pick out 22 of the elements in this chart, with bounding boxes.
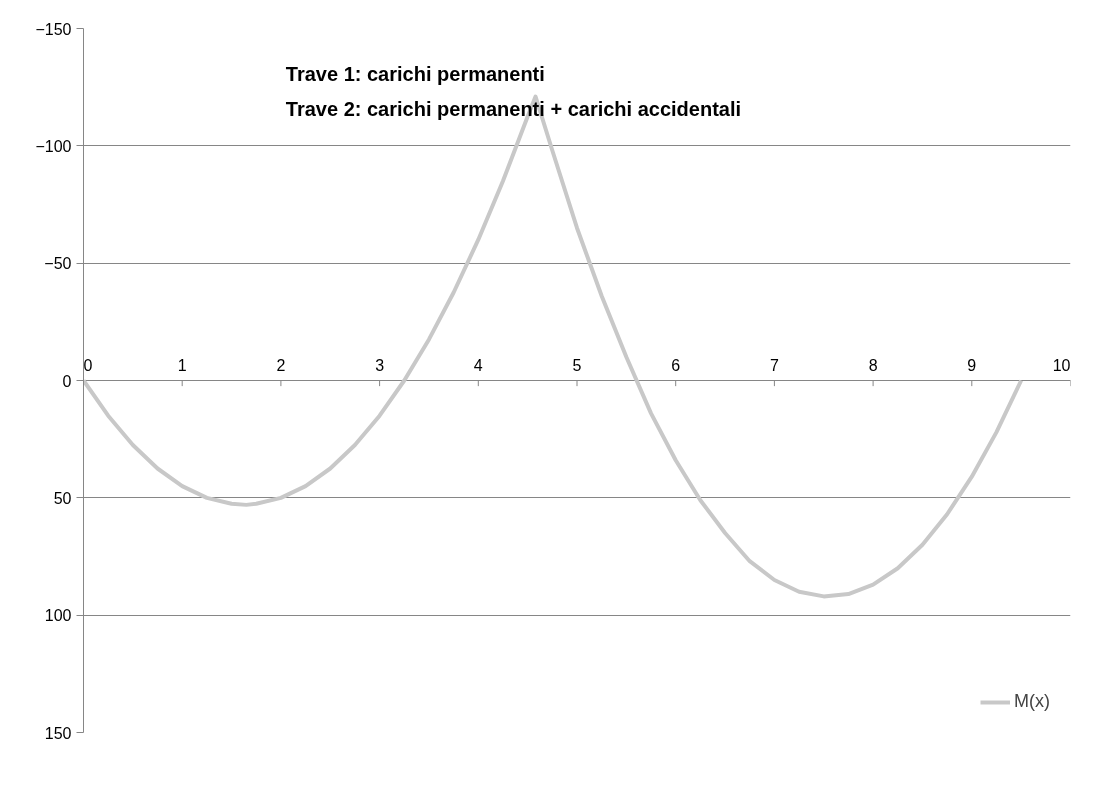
legend-label: M(x) [1014, 691, 1050, 712]
x-tick-label: 7 [769, 356, 779, 374]
line-series [83, 94, 1024, 599]
y-tick-label: 50 [53, 489, 72, 507]
x-tick-label: 0 [83, 356, 93, 374]
y-tick-label: −100 [35, 137, 72, 155]
x-tick-label: 2 [276, 356, 286, 374]
x-tick-label: 1 [177, 356, 187, 374]
x-tick-label: 6 [671, 356, 681, 374]
y-tick-label: 0 [62, 372, 72, 390]
x-tick-label: 3 [375, 356, 385, 374]
x-tick-label: 9 [967, 356, 977, 374]
annotation: Trave 2: carichi permanenti + carichi accidentali [285, 98, 742, 121]
x-tick-label: 8 [868, 356, 878, 374]
y-tick-label: 100 [44, 607, 72, 625]
x-tick-label: 5 [572, 356, 582, 374]
x-tick-label: 10 [1052, 356, 1071, 374]
y-tick-label: −150 [35, 20, 72, 38]
y-tick-label: −50 [44, 255, 72, 273]
y-tick-label: 150 [44, 724, 72, 742]
x-tick-label: 4 [473, 356, 483, 374]
annotation: Trave 1: carichi permanenti [285, 63, 545, 86]
